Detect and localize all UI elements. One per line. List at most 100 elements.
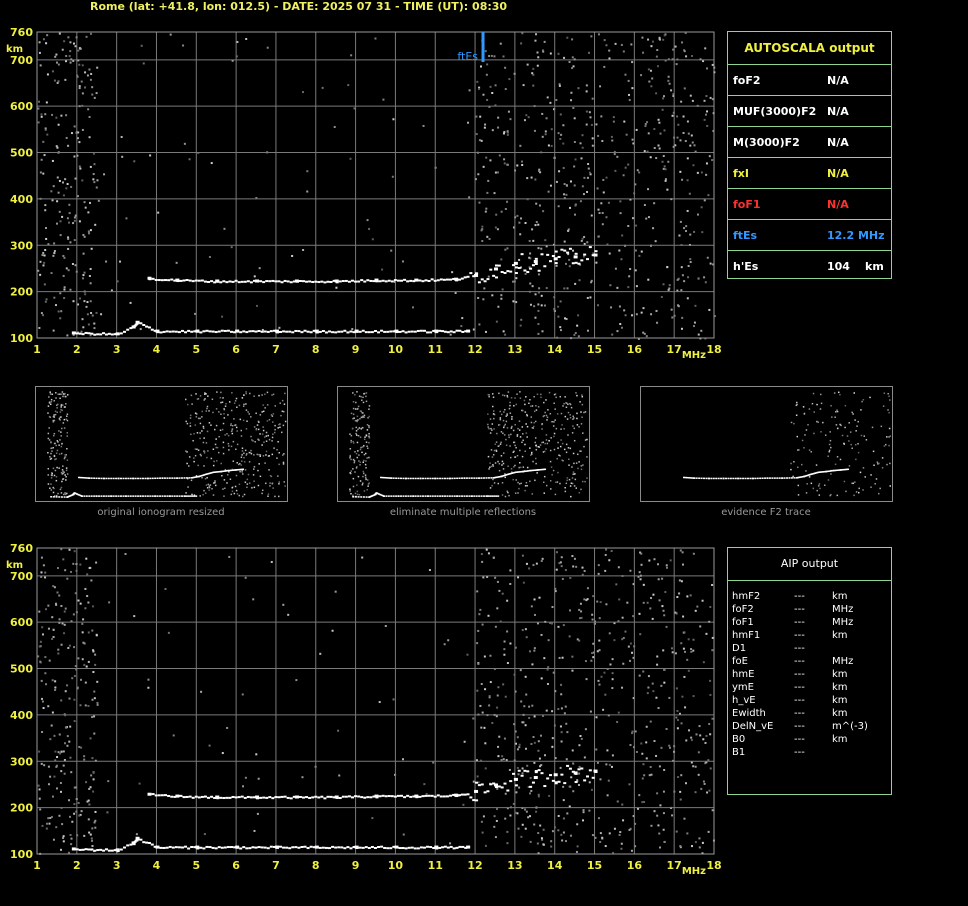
trace-point — [288, 847, 292, 850]
noise-dot — [48, 659, 51, 662]
thumb-dot — [828, 450, 830, 453]
thumb-dot — [242, 473, 244, 475]
thumb-dot — [367, 435, 370, 438]
thumb-trace-point — [809, 473, 812, 476]
trace-point — [298, 279, 302, 282]
noise-dot — [651, 77, 654, 80]
thumb-trace-point — [829, 470, 832, 472]
trace-point — [560, 248, 564, 251]
thumb-dot — [226, 474, 229, 476]
thumb-dot — [241, 453, 243, 456]
noise-dot — [682, 647, 685, 650]
thumb-dot — [572, 452, 575, 455]
thumb-dot — [56, 407, 58, 409]
noise-dot — [537, 852, 540, 855]
noise-dot — [497, 305, 500, 308]
noise-dot — [62, 750, 65, 753]
trace-point — [475, 781, 479, 784]
noise-dot — [526, 177, 529, 180]
noise-dot — [70, 185, 73, 188]
noise-dot — [40, 158, 43, 161]
thumb-dot — [365, 467, 367, 469]
thumb-trace-point — [95, 495, 98, 497]
noise-dot — [662, 828, 665, 831]
trace-point — [159, 331, 163, 334]
thumb-trace-point — [515, 471, 518, 473]
trace-point — [90, 848, 94, 851]
thumb-dot — [54, 458, 56, 461]
noise-dot — [504, 66, 507, 69]
thumb-dot — [545, 399, 547, 401]
noise-dot — [694, 304, 697, 307]
noise-dot — [559, 561, 562, 564]
noise-dot — [701, 599, 704, 602]
thumb-dot — [202, 427, 205, 429]
thumb-dot — [265, 431, 268, 434]
thumb-dot — [258, 439, 260, 441]
noise-dot — [566, 184, 569, 187]
noise-dot — [592, 656, 595, 659]
noise-dot — [678, 234, 681, 237]
noise-dot — [583, 570, 586, 573]
noise-dot — [495, 213, 498, 216]
thumb-trace-point — [508, 473, 511, 475]
noise-dot — [255, 197, 258, 200]
trace-point — [514, 784, 518, 787]
noise-dot — [557, 305, 560, 308]
noise-dot — [563, 183, 566, 186]
trace-point — [430, 278, 434, 281]
noise-dot — [534, 316, 537, 319]
aip-label: D1 — [732, 643, 747, 654]
noise-dot — [183, 142, 186, 145]
noise-dot — [700, 787, 703, 790]
thumb-dot — [54, 413, 57, 416]
thumb-dot — [224, 469, 227, 471]
noise-dot — [485, 207, 488, 210]
noise-dot — [566, 812, 569, 815]
thumb-trace-point — [149, 495, 152, 497]
thumb-dot — [358, 460, 360, 462]
noise-dot — [578, 639, 581, 642]
x-tick-label: 10 — [388, 859, 404, 872]
thumb-trace-point — [383, 476, 386, 479]
trace-point — [449, 278, 453, 281]
noise-dot — [624, 73, 627, 76]
thumb-dot — [361, 426, 364, 429]
noise-dot — [477, 173, 480, 176]
trace-point — [529, 267, 533, 270]
trace-point — [436, 794, 440, 797]
thumb-dot — [517, 492, 519, 494]
thumb-dot — [188, 465, 190, 467]
noise-dot — [347, 84, 350, 87]
noise-dot — [707, 830, 710, 833]
thumb-dot — [530, 453, 533, 455]
noise-dot — [60, 310, 63, 313]
noise-dot — [691, 141, 694, 144]
thumb-dot — [278, 452, 280, 454]
noise-dot — [73, 646, 76, 649]
noise-dot — [603, 65, 606, 68]
thumb-dot — [550, 437, 552, 439]
thumb-dot — [793, 422, 795, 425]
thumb-dot — [828, 443, 831, 446]
thumb-dot — [808, 449, 811, 451]
thumb-dot — [525, 432, 528, 434]
noise-dot — [221, 315, 224, 318]
thumb-dot — [366, 429, 369, 431]
noise-dot — [75, 668, 78, 671]
noise-dot — [81, 128, 84, 131]
noise-dot — [515, 791, 518, 794]
noise-dot — [659, 804, 662, 807]
noise-dot — [476, 689, 479, 692]
noise-dot — [495, 320, 498, 323]
trace-point — [153, 845, 157, 848]
noise-dot — [518, 258, 521, 261]
noise-dot — [694, 765, 697, 768]
aip-unit: km — [832, 591, 848, 602]
noise-dot — [620, 258, 623, 261]
thumb-trace-point — [833, 469, 836, 472]
thumb-trace-point — [210, 472, 213, 474]
noise-dot — [525, 114, 528, 117]
thumb-dot — [531, 405, 534, 407]
noise-dot — [529, 777, 532, 780]
